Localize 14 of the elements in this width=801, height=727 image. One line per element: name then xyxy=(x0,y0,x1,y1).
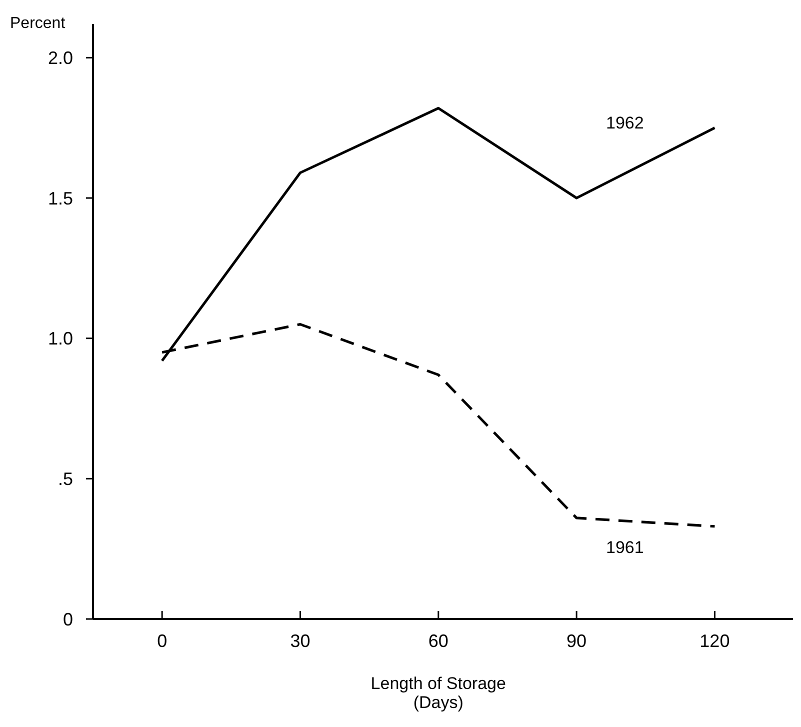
x-tick-label: 0 xyxy=(157,631,168,651)
x-tick-label: 60 xyxy=(428,631,448,651)
x-axis-title: Length of Storage (Days) xyxy=(370,674,506,712)
y-tick-label: 1.5 xyxy=(48,188,73,208)
series-label: 1962 xyxy=(606,113,644,132)
x-tick-label: 90 xyxy=(566,631,587,651)
y-tick-label: .5 xyxy=(58,468,73,489)
y-axis-title: Percent xyxy=(10,15,66,32)
series-label: 1961 xyxy=(606,538,644,557)
y-tick-label: 1.0 xyxy=(48,328,73,349)
y-tick-label: 2.0 xyxy=(48,48,73,68)
x-tick-label: 120 xyxy=(700,631,730,651)
y-tick-label: 0 xyxy=(62,609,73,630)
x-tick-label: 30 xyxy=(290,631,310,651)
